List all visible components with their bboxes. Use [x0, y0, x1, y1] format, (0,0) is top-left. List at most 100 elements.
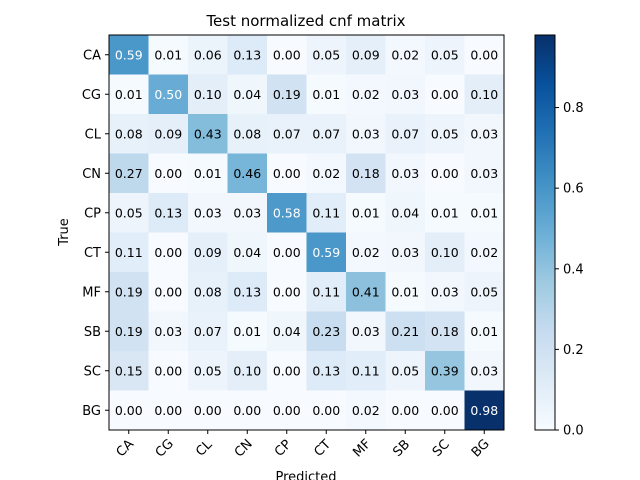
heatmap-cell [227, 114, 268, 154]
cell-value-label: 0.03 [470, 166, 498, 181]
cell-value-label: 0.59 [115, 47, 143, 62]
heatmap-cell [227, 272, 268, 312]
heatmap-cell [425, 193, 465, 233]
colorbar-tick-label: 0.2 [563, 343, 584, 358]
cell-value-label: 0.08 [233, 126, 261, 141]
cell-value-label: 0.00 [233, 403, 261, 418]
heatmap-cell [346, 351, 386, 391]
heatmap-cell [464, 193, 505, 233]
heatmap-cell [109, 232, 149, 273]
colorbar-tick-label: 0.4 [563, 262, 584, 277]
cell-value-label: 0.13 [233, 284, 261, 299]
cell-value-label: 0.09 [154, 126, 182, 141]
heatmap-cell [346, 114, 386, 154]
cell-value-label: 0.03 [391, 166, 419, 181]
cell-value-label: 0.08 [115, 126, 143, 141]
heatmap-cell [109, 35, 149, 75]
heatmap-cell [385, 390, 426, 431]
cell-value-label: 0.01 [115, 87, 143, 102]
heatmap-cell [464, 351, 505, 391]
cell-value-label: 0.10 [431, 245, 459, 260]
cell-value-label: 0.00 [154, 245, 182, 260]
heatmap-cell [109, 272, 149, 312]
heatmap-cell [464, 390, 505, 431]
cell-value-label: 0.15 [115, 363, 143, 378]
heatmap-cell [188, 311, 228, 352]
heatmap-cell [306, 311, 347, 352]
cell-value-label: 0.00 [273, 403, 301, 418]
heatmap-cell [464, 74, 505, 115]
cell-value-label: 0.11 [312, 205, 340, 220]
heatmap-cell [464, 35, 505, 75]
heatmap-cell [188, 193, 228, 233]
cell-value-label: 0.05 [115, 205, 143, 220]
heatmap-cell [267, 232, 307, 273]
heatmap-cell [148, 114, 189, 154]
cell-value-label: 0.19 [115, 324, 143, 339]
cell-value-label: 0.00 [154, 166, 182, 181]
cell-value-label: 0.23 [312, 324, 340, 339]
heatmap-cell [109, 153, 149, 194]
heatmap-cell [385, 193, 426, 233]
heatmap-cell [385, 232, 426, 273]
heatmap-cell [148, 351, 189, 391]
cell-value-label: 0.58 [273, 205, 301, 220]
cell-value-label: 0.43 [194, 126, 222, 141]
heatmap-cell [385, 272, 426, 312]
cell-value-label: 0.00 [273, 245, 301, 260]
heatmap-cell [425, 351, 465, 391]
cell-value-label: 0.04 [233, 245, 261, 260]
heatmap-cell [188, 35, 228, 75]
cell-value-label: 0.00 [312, 403, 340, 418]
cell-value-label: 0.02 [391, 47, 419, 62]
x-tick-label: CP [272, 437, 295, 460]
cell-value-label: 0.04 [233, 87, 261, 102]
cell-value-label: 0.01 [431, 205, 459, 220]
cell-value-label: 0.03 [391, 245, 419, 260]
cell-value-label: 0.01 [154, 47, 182, 62]
cell-value-label: 0.03 [154, 324, 182, 339]
heatmap-cell [227, 153, 268, 194]
colorbar [534, 34, 556, 431]
plot-frame [108, 34, 505, 431]
heatmap-cell [188, 232, 228, 273]
cell-value-label: 0.09 [194, 245, 222, 260]
heatmap-cell [267, 193, 307, 233]
chart-title: Test normalized cnf matrix [205, 12, 405, 30]
cell-value-label: 0.03 [431, 284, 459, 299]
heatmap-cell [109, 390, 149, 431]
x-axis-ticks: CA CG CL CN CP CT MF SB SC BG [114, 430, 493, 461]
heatmap-cell [425, 232, 465, 273]
heatmap-cell [148, 311, 189, 352]
heatmap-cell [425, 35, 465, 75]
heatmap-cell [188, 351, 228, 391]
heatmap-cell [188, 272, 228, 312]
x-tick-label: SB [390, 437, 413, 460]
cell-value-label: 0.00 [154, 284, 182, 299]
heatmap-cell [346, 74, 386, 115]
cell-value-label: 0.13 [233, 47, 261, 62]
cell-value-label: 0.01 [233, 324, 261, 339]
heatmap-cell [464, 153, 505, 194]
heatmap-cell [148, 232, 189, 273]
cell-value-label: 0.19 [273, 87, 301, 102]
heatmap-cell [188, 153, 228, 194]
heatmap-cell [148, 193, 189, 233]
colorbar-tick-label: 0.8 [563, 101, 584, 116]
heatmap-cell [306, 74, 347, 115]
cell-value-label: 0.00 [273, 166, 301, 181]
cell-value-label: 0.09 [352, 47, 380, 62]
heatmap-cell [227, 35, 268, 75]
cell-value-label: 0.01 [391, 284, 419, 299]
cell-value-label: 0.08 [194, 284, 222, 299]
cell-value-label: 0.01 [470, 324, 498, 339]
cell-value-label: 0.02 [312, 166, 340, 181]
cell-value-label: 0.21 [391, 324, 419, 339]
y-axis-label: True [57, 218, 72, 247]
cell-value-label: 0.00 [431, 403, 459, 418]
heatmap-cell [227, 351, 268, 391]
cell-value-label: 0.01 [470, 205, 498, 220]
x-tick-label: SC [430, 437, 453, 460]
heatmap-cell [306, 153, 347, 194]
heatmap-cell [267, 74, 307, 115]
